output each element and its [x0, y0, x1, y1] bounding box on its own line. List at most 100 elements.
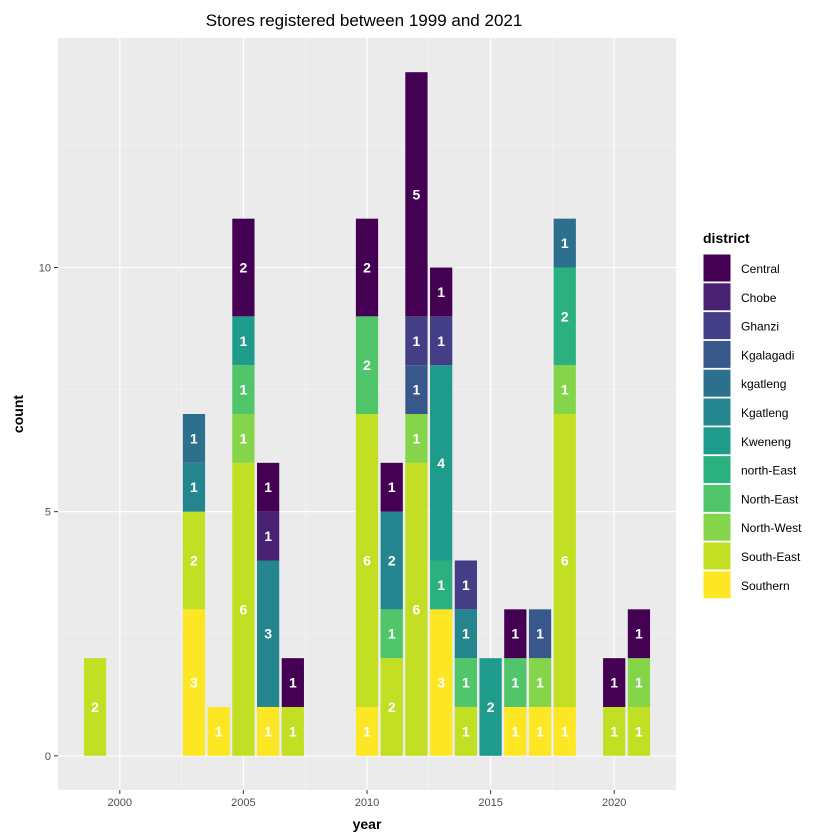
legend-label: kgatleng	[741, 377, 786, 391]
bar-segment	[603, 658, 626, 707]
bar-value-label: 1	[363, 723, 371, 739]
bar-value-label: 2	[91, 699, 99, 715]
bar-value-label: 1	[511, 723, 519, 739]
bar-value-label: 1	[264, 723, 272, 739]
legend-label: Kgalagadi	[741, 348, 794, 362]
legend-key	[702, 253, 732, 283]
bar-segment	[232, 316, 255, 366]
bar-value-label: 2	[240, 260, 248, 276]
bar-value-label: 2	[487, 699, 495, 715]
legend-label: North-East	[741, 492, 799, 506]
legend-label: South-East	[741, 550, 801, 564]
bar-value-label: 1	[462, 723, 470, 739]
bar-value-label: 6	[413, 601, 421, 617]
bar-value-label: 1	[437, 333, 445, 349]
bar-value-label: 6	[363, 552, 371, 568]
x-tick-label: 2010	[355, 797, 379, 809]
legend-key	[702, 368, 732, 398]
bar-segment	[454, 609, 478, 659]
chart-title: Stores registered between 1999 and 2021	[206, 11, 523, 30]
bar-segment	[182, 414, 206, 463]
legend-label: north-East	[741, 464, 797, 478]
bar-value-label: 1	[561, 723, 569, 739]
bar-value-label: 1	[462, 675, 470, 691]
bar-segment	[405, 414, 428, 463]
bar-value-label: 2	[190, 552, 198, 568]
legend-key	[702, 541, 732, 571]
bar-value-label: 1	[635, 675, 643, 691]
bar-segment	[380, 511, 403, 610]
bar-value-label: 1	[437, 577, 445, 593]
bar-value-label: 1	[511, 626, 519, 642]
bar-value-label: 4	[437, 455, 445, 471]
bar-value-label: 1	[240, 333, 248, 349]
bar-value-label: 1	[536, 675, 544, 691]
bar-value-label: 1	[264, 528, 272, 544]
legend-label: Central	[741, 262, 780, 276]
x-tick-label: 2005	[231, 797, 255, 809]
bar-value-label: 3	[264, 626, 272, 642]
y-axis-title: count	[10, 395, 26, 433]
bar-segment	[355, 706, 379, 756]
legend-title: district	[703, 230, 750, 246]
bar-value-label: 2	[363, 260, 371, 276]
bar-value-label: 1	[289, 675, 297, 691]
bar-segment	[553, 365, 576, 414]
bar-segment	[405, 365, 428, 414]
legend-label: Kweneng	[741, 435, 791, 449]
bars	[83, 72, 651, 756]
legend: district Central Chobe Ghanzi Kgalagadi kgat…	[702, 230, 802, 600]
bar-segment	[553, 414, 576, 707]
x-tick-label: 2020	[602, 797, 626, 809]
bar-segment	[355, 316, 379, 414]
bar-value-label: 1	[635, 723, 643, 739]
bar-value-label: 1	[536, 626, 544, 642]
bar-value-label: 2	[388, 552, 396, 568]
legend-items: Central Chobe Ghanzi Kgalagadi kgatleng Kgatl…	[702, 253, 802, 600]
bar-segment	[232, 218, 255, 317]
bar-segment	[504, 706, 527, 756]
bar-value-label: 1	[610, 675, 618, 691]
bar-value-label: 1	[388, 479, 396, 495]
legend-key	[702, 426, 732, 456]
y-tick-label: 5	[45, 507, 51, 519]
bar-segment	[182, 609, 206, 756]
x-axis-title: year	[353, 816, 382, 832]
bar-value-label: 1	[190, 479, 198, 495]
y-axis: 0 5 10	[39, 263, 58, 763]
bar-segment	[182, 511, 206, 610]
bar-value-label: 1	[511, 675, 519, 691]
bar-segment	[232, 414, 255, 463]
bar-segment	[553, 267, 576, 366]
bar-segment	[454, 560, 478, 610]
x-tick-label: 2000	[108, 797, 132, 809]
bar-value-label: 1	[289, 723, 297, 739]
legend-key	[702, 455, 732, 485]
bar-segment	[281, 706, 304, 756]
bar-value-label: 2	[363, 357, 371, 373]
bar-labels: 2321116111213111116222121611153141111112…	[91, 186, 643, 739]
bar-segment	[355, 218, 379, 317]
bar-value-label: 6	[240, 601, 248, 617]
bar-segment	[207, 706, 230, 756]
bar-segment	[504, 658, 527, 707]
bar-value-label: 1	[462, 577, 470, 593]
bar-segment	[380, 462, 403, 512]
bar-value-label: 1	[264, 479, 272, 495]
bar-segment	[528, 658, 552, 707]
bar-value-label: 1	[190, 430, 198, 446]
bar-segment	[281, 658, 304, 707]
bar-segment	[405, 316, 428, 366]
bar-value-label: 2	[388, 699, 396, 715]
legend-label: Chobe	[741, 291, 777, 305]
legend-key	[702, 339, 732, 369]
bar-segment	[232, 462, 255, 756]
bar-value-label: 1	[561, 382, 569, 398]
bar-value-label: 1	[240, 382, 248, 398]
legend-label: Southern	[741, 579, 790, 593]
legend-key	[702, 282, 732, 312]
y-tick-label: 0	[45, 751, 51, 763]
legend-label: Kgatleng	[741, 406, 788, 420]
bar-segment	[380, 658, 403, 756]
